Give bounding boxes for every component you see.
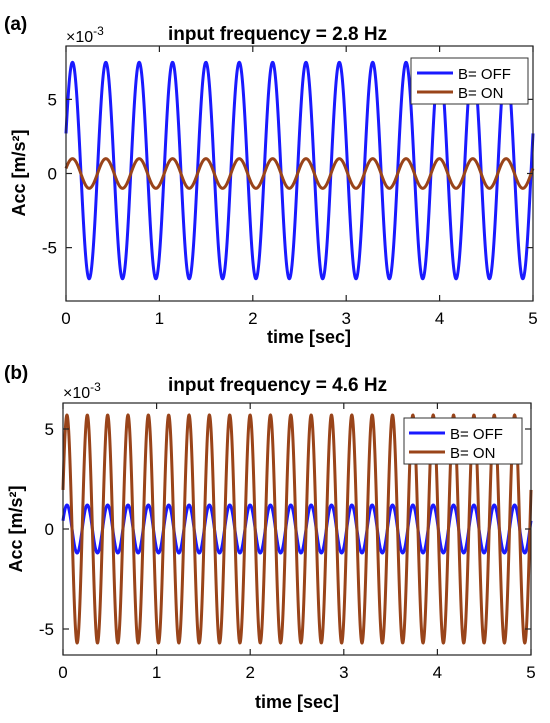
panel-a-exponent: ×10-3 (66, 24, 104, 46)
panel-b-label: (b) (4, 363, 28, 384)
panel-b-xtick-label: 1 (152, 663, 161, 682)
panel-a-ytick-label: 0 (48, 165, 57, 184)
panel-b-series (61, 413, 533, 645)
panel-a-xticks: 0 1 2 3 4 5 (61, 46, 538, 328)
panel-b-xticks: 0 1 2 3 4 5 (58, 403, 536, 682)
panel-a-xtick-label: 3 (341, 309, 350, 328)
panel-b-xtick-label: 5 (526, 663, 535, 682)
panel-a-xtick-label: 1 (155, 309, 164, 328)
panel-a-series-line-on (64, 157, 535, 190)
panel-b-title: input frequency = 4.6 Hz (168, 375, 387, 396)
panel-b-exponent: ×10-3 (63, 380, 101, 402)
panel-b-ytick-label: 0 (45, 520, 54, 539)
panel-a-exponent-power: -3 (93, 24, 104, 38)
panel-b-ytick-label: 5 (45, 420, 54, 439)
panel-b-xtick-label: 2 (245, 663, 254, 682)
panel-b-xtick-label: 0 (58, 663, 67, 682)
panel-a-series-line-off (64, 60, 535, 281)
panel-a-xlabel: time [sec] (267, 327, 351, 347)
panel-b-exponent-base: ×10 (63, 385, 90, 402)
panel-a-legend-label-off: B= OFF (458, 66, 511, 83)
panel-a-legend: B= OFF B= ON (410, 57, 529, 105)
panel-a-title: input frequency = 2.8 Hz (168, 24, 387, 45)
panel-b-xlabel: time [sec] (255, 692, 339, 712)
panel-b-legend-label-on: B= ON (450, 445, 495, 462)
panel-a-ylabel: Acc [m/s²] (9, 129, 29, 216)
panel-a-ytick-label: 5 (48, 90, 57, 109)
panel-a-ytick-label: -5 (42, 239, 57, 258)
panel-b-series-line-on (61, 413, 533, 645)
panel-a-xtick-label: 2 (248, 309, 257, 328)
panel-a-legend-label-on: B= ON (458, 85, 503, 102)
panel-b-xtick-label: 4 (433, 663, 442, 682)
panel-b-legend-box (403, 417, 523, 465)
panel-b-ytick-label: -5 (39, 620, 54, 639)
panel-a-xtick-label: 5 (528, 309, 537, 328)
panel-b-exponent-power: -3 (90, 380, 101, 394)
panel-a-label: (a) (4, 14, 27, 35)
panel-a-exponent-base: ×10 (66, 29, 93, 46)
panel-b-xtick-label: 3 (339, 663, 348, 682)
panel-a-legend-box (410, 57, 529, 105)
panel-a-xtick-label: 4 (435, 309, 444, 328)
panel-a-xtick-label: 0 (61, 309, 70, 328)
panel-b-yticks: 5 0 -5 (39, 420, 531, 639)
panel-b: (b) input frequency = 4.6 Hz ×10-3 50-5 … (4, 363, 536, 712)
panel-b-legend: B= OFF B= ON (403, 417, 523, 465)
panel-b-ylabel: Acc [m/s²] (6, 485, 26, 572)
panel-b-legend-label-off: B= OFF (450, 426, 503, 443)
panel-a-series (64, 60, 535, 281)
panel-a: (a) input frequency = 2.8 Hz ×10-3 50-5 … (4, 14, 538, 347)
